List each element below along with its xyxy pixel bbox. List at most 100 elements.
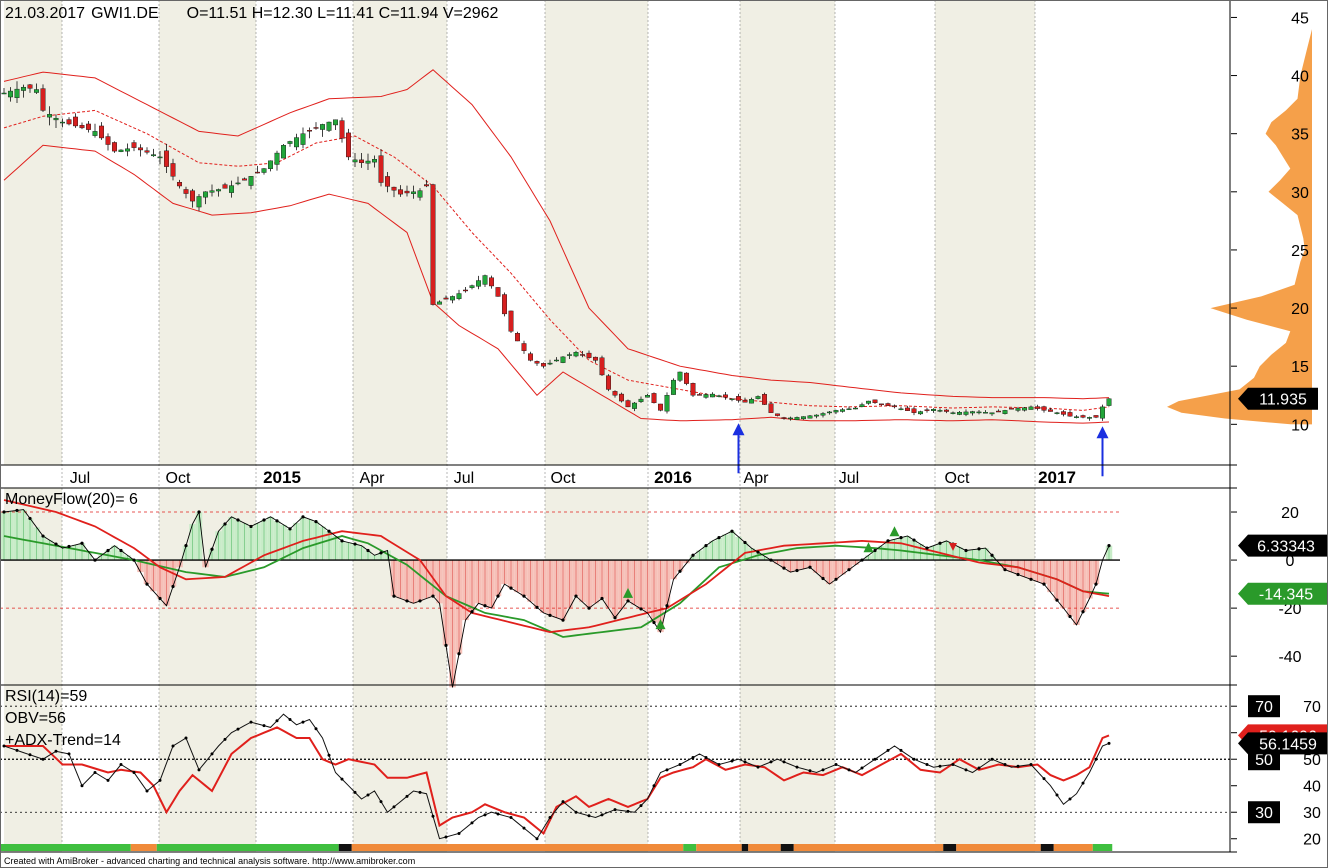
rsi-point — [873, 757, 877, 761]
rsi-point — [41, 757, 45, 761]
candle-145 — [944, 409, 950, 414]
trend-strip-segment — [338, 844, 352, 851]
candle-body — [872, 399, 878, 404]
candle-42 — [274, 150, 280, 171]
mf-point — [821, 576, 825, 581]
candle-65 — [424, 179, 430, 188]
mf-point — [925, 546, 929, 550]
candle-101 — [658, 403, 664, 412]
candle-body — [1099, 406, 1105, 419]
candle-123 — [801, 416, 807, 420]
mf-point — [717, 536, 721, 540]
candle-41 — [268, 160, 274, 172]
candle-body — [632, 402, 638, 409]
trend-strip-segment — [956, 844, 1041, 851]
candle-131 — [853, 406, 859, 410]
candle-55 — [359, 153, 365, 168]
candle-155 — [1009, 407, 1015, 410]
mf-point — [93, 558, 97, 562]
footer-credit: Created with AmiBroker - advanced charti… — [4, 856, 415, 866]
rsi-point — [561, 800, 565, 804]
x-tick-label: Jul — [454, 470, 474, 487]
candle-body — [118, 149, 124, 153]
trend-strip-segment — [1092, 844, 1113, 851]
candle-body — [352, 159, 358, 163]
x-tick-label: 2017 — [1038, 468, 1076, 487]
mf-point — [561, 618, 565, 622]
shade-band-3 — [545, 0, 648, 465]
rsi-point — [808, 769, 812, 773]
rsi-point — [327, 753, 331, 757]
candle-body — [742, 399, 748, 403]
mf-point — [249, 524, 253, 529]
candle-9 — [60, 118, 66, 128]
obv-line — [4, 726, 1110, 835]
candle-124 — [807, 414, 813, 419]
rsi-point — [1042, 777, 1046, 781]
candle-body — [300, 133, 306, 145]
rsi-point — [964, 768, 968, 772]
rsi-point — [54, 749, 58, 753]
candle-94 — [612, 390, 618, 398]
candle-8 — [53, 114, 59, 128]
candle-body — [638, 398, 644, 402]
candle-body — [47, 114, 53, 118]
mf-point — [314, 520, 318, 524]
candle-104 — [677, 371, 683, 382]
candle-64 — [417, 188, 423, 201]
mf-point — [990, 553, 994, 557]
mf-point — [158, 596, 162, 601]
candle-body — [92, 131, 98, 136]
candle-body — [684, 372, 690, 384]
rsi-point — [132, 770, 136, 774]
candle-body — [528, 353, 534, 361]
candle-60 — [391, 186, 397, 198]
candle-35 — [228, 180, 234, 198]
candle-46 — [300, 127, 306, 149]
moneyflow-title: MoneyFlow(20)= 6 — [5, 491, 138, 508]
candle-121 — [788, 416, 794, 421]
mf-tick-label: 20 — [1281, 505, 1299, 522]
candle-23 — [150, 148, 156, 157]
candle-body — [567, 354, 573, 356]
candle-163 — [1060, 410, 1066, 417]
candle-56 — [365, 153, 371, 171]
signal-arrows — [732, 423, 1109, 477]
candle-body — [502, 294, 508, 315]
trend-strip-segment — [741, 844, 749, 851]
rsi-level-label: 70 — [1255, 699, 1273, 716]
mf-point — [223, 522, 227, 526]
candle-body — [989, 412, 995, 415]
mf-point — [236, 518, 240, 522]
candle-33 — [215, 188, 221, 197]
candle-body — [859, 404, 865, 407]
candle-107 — [697, 392, 703, 396]
candle-126 — [820, 412, 826, 418]
candle-body — [807, 415, 813, 419]
rsi-value-box-1 — [1238, 732, 1328, 755]
rsi-point — [1029, 763, 1033, 767]
mf-up-marker — [889, 526, 900, 537]
mf-point — [899, 536, 903, 540]
rsi-point — [1081, 781, 1085, 785]
candle-95 — [619, 392, 625, 403]
candle-162 — [1054, 411, 1060, 415]
mf-down-marker — [949, 543, 957, 552]
mf-point — [873, 548, 877, 553]
mf-point — [41, 534, 45, 538]
rsi-value-label: 56.1459 — [1259, 736, 1317, 753]
rsi-point — [756, 765, 760, 769]
candle-102 — [664, 392, 670, 414]
candle-body — [495, 287, 501, 297]
rsi-point — [236, 727, 240, 731]
candle-21 — [137, 144, 143, 157]
candle-98 — [638, 396, 644, 404]
mf-point — [80, 541, 84, 545]
buy-arrow-1 — [1096, 426, 1109, 477]
candle-body — [573, 352, 579, 357]
candle-body — [931, 409, 937, 411]
trend-strip-segment — [1053, 844, 1093, 851]
mf-point — [860, 558, 864, 562]
rsi-point — [496, 812, 500, 816]
rsi-legend: RSI(14)=59 OBV=56 +ADX-Trend=14 — [5, 688, 121, 749]
